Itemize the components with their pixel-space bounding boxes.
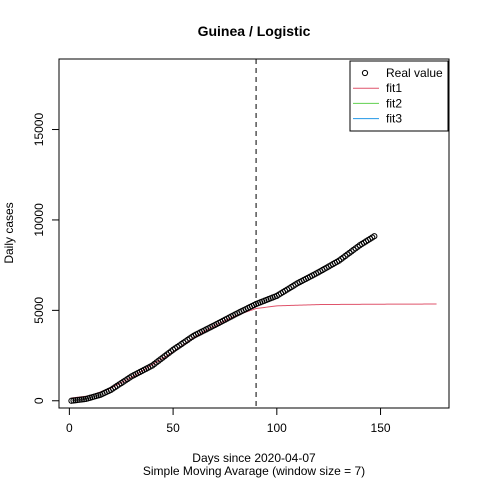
real-value-point bbox=[371, 233, 378, 240]
real-value-point bbox=[76, 396, 83, 403]
x-tick-label: 150 bbox=[371, 421, 391, 435]
y-tick-label: 5000 bbox=[32, 297, 46, 324]
legend-label: Real value bbox=[386, 66, 443, 80]
x-axis-sublabel: Simple Moving Avarage (window size = 7) bbox=[143, 464, 365, 478]
x-axis-label: Days since 2020-04-07 bbox=[192, 451, 316, 465]
x-tick-label: 100 bbox=[267, 421, 287, 435]
legend-label: fit3 bbox=[386, 112, 402, 126]
chart-title: Guinea / Logistic bbox=[198, 23, 311, 39]
y-axis: 0 5000 10000 15000 bbox=[32, 113, 60, 404]
plot-area bbox=[68, 59, 437, 408]
real-value-point bbox=[80, 396, 87, 403]
legend-label: fit2 bbox=[386, 96, 402, 110]
real-value-point bbox=[72, 397, 79, 404]
y-axis-label: Daily cases bbox=[2, 202, 16, 263]
legend-label: fit1 bbox=[386, 81, 402, 95]
real-value-point bbox=[68, 397, 75, 404]
real-value-point bbox=[78, 396, 85, 403]
series-fit1-line bbox=[71, 303, 437, 399]
real-value-point bbox=[74, 396, 81, 404]
legend-marker bbox=[361, 69, 369, 77]
x-tick-label: 50 bbox=[166, 421, 180, 435]
y-tick-label: 10000 bbox=[32, 203, 46, 237]
x-tick-label: 0 bbox=[66, 421, 73, 435]
x-axis: 0 50 100 150 bbox=[66, 407, 391, 435]
y-tick-label: 15000 bbox=[32, 113, 46, 147]
y-tick-label: 0 bbox=[32, 397, 46, 404]
legend-box bbox=[349, 60, 449, 132]
real-value-point bbox=[70, 397, 77, 404]
